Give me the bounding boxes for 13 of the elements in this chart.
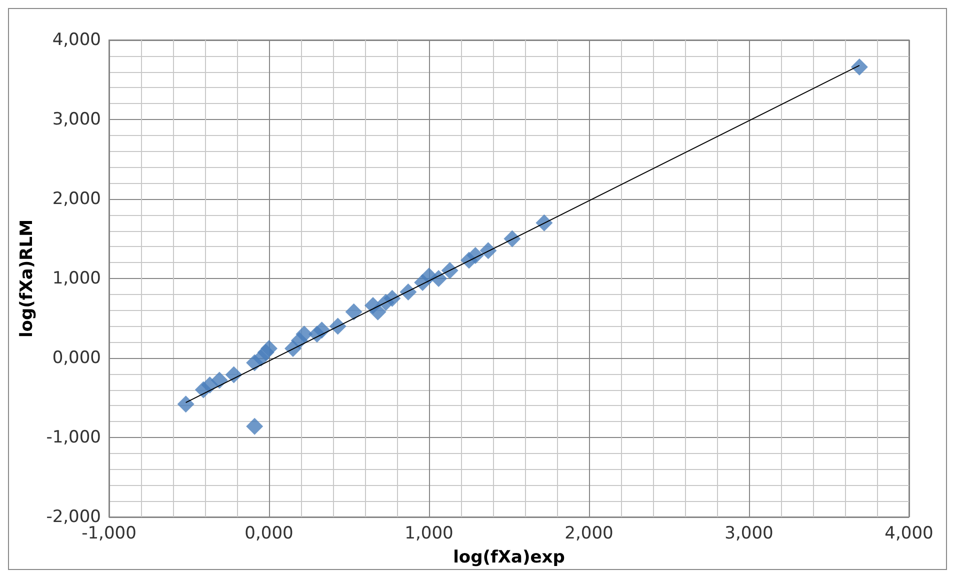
- y-tick-label: 1,000: [52, 268, 101, 288]
- x-tick-label: 1,000: [404, 524, 454, 544]
- y-tick-label: 3,000: [52, 110, 101, 130]
- y-tick-label: -1,000: [46, 428, 101, 448]
- y-tick-label: 2,000: [52, 189, 101, 209]
- y-axis-title: log(fXa)RLM: [16, 219, 37, 338]
- x-tick-label: 3,000: [724, 524, 774, 544]
- y-tick-label: 4,000: [52, 30, 101, 50]
- x-tick-label: 4,000: [884, 524, 934, 544]
- x-axis-title: log(fXa)exp: [453, 548, 565, 568]
- x-tick-label: 2,000: [564, 524, 614, 544]
- x-tick-label: 0,000: [244, 524, 294, 544]
- y-tick-label: 0,000: [52, 348, 101, 368]
